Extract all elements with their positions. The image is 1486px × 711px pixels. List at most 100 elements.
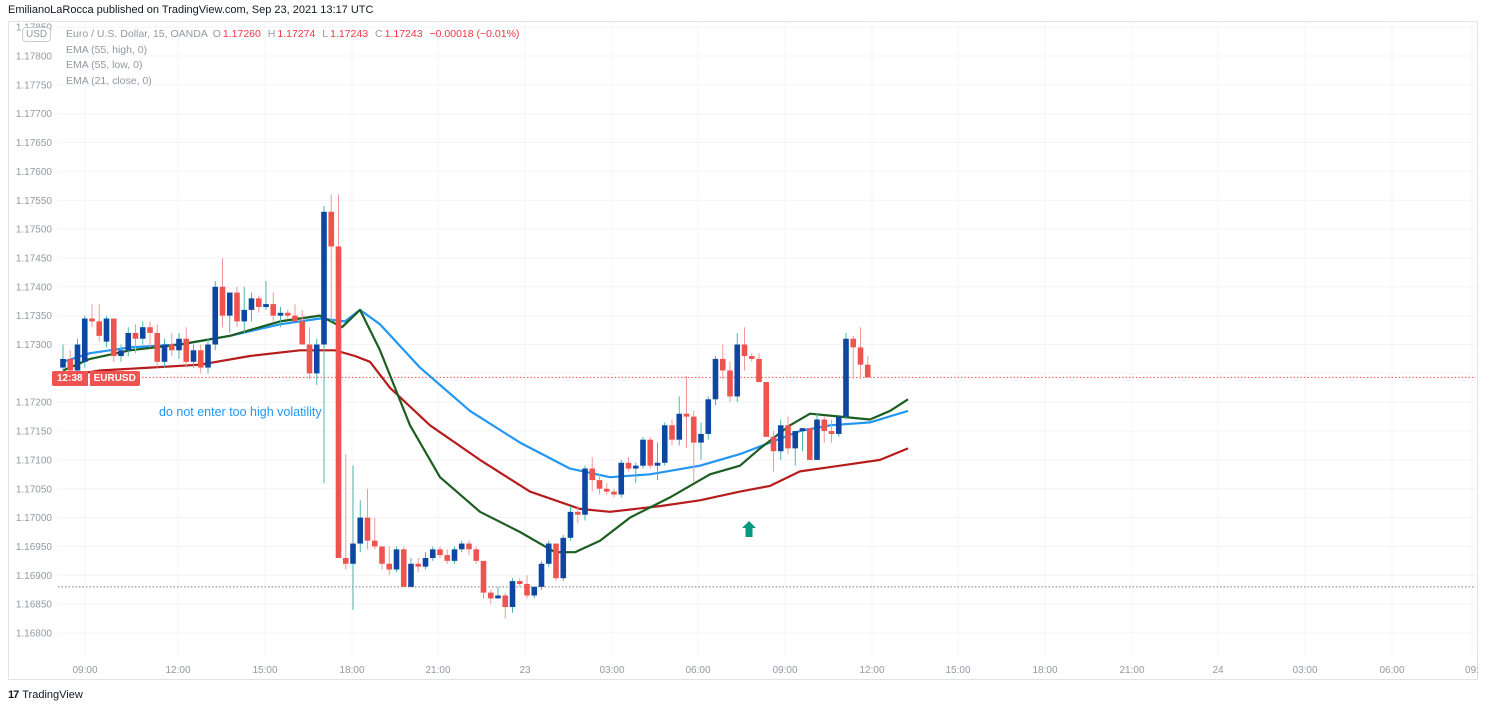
candle (125, 332, 132, 351)
candle (509, 581, 516, 608)
candle (147, 327, 153, 333)
candle (422, 557, 429, 567)
symbol-tag: EURUSD (89, 371, 140, 386)
candle (799, 428, 806, 432)
time-tick: 06:00 (1379, 665, 1404, 676)
time-tick: 21:00 (425, 665, 450, 676)
candle (582, 468, 588, 515)
candle (248, 298, 255, 310)
candle (618, 462, 625, 495)
time-tick: 21:00 (1119, 665, 1144, 676)
tradingview-logo-icon: 17 (8, 689, 19, 701)
candle (60, 358, 66, 368)
candle (299, 321, 306, 345)
time-tick: 03:00 (1292, 665, 1317, 676)
chart-annotation[interactable]: do not enter too high volatility (159, 405, 322, 419)
candle (226, 292, 233, 316)
indicator-ema-21-close[interactable]: EMA (21, close, 0) (66, 74, 152, 87)
candle (415, 563, 422, 567)
candle (96, 321, 103, 336)
candle (118, 350, 124, 357)
candle (400, 549, 407, 587)
candle (306, 344, 313, 374)
candle (683, 413, 690, 417)
candle (335, 246, 342, 558)
price-tick: 1.17300 (16, 340, 53, 351)
candle (429, 549, 436, 558)
candle (219, 286, 226, 316)
candle (850, 338, 857, 348)
candle (364, 517, 371, 541)
candle (734, 344, 741, 397)
time-axis: 09:00 12:00 15:00 18:00 21:00 23 03:00 06:00 09:… (72, 665, 1478, 676)
brand-name: TradingView (22, 689, 83, 701)
candle (777, 425, 784, 452)
candle (516, 581, 523, 584)
candle (661, 425, 668, 463)
time-tick: 23 (519, 665, 531, 676)
time-tick: 09:00 (772, 665, 797, 676)
price-tick: 1.17200 (16, 398, 53, 409)
candle (67, 358, 74, 371)
candle (277, 312, 284, 316)
candle (763, 382, 770, 437)
candle (74, 344, 81, 371)
low-value: L 1.17243 (322, 28, 369, 40)
candle (669, 425, 675, 440)
price-tick: 1.17500 (16, 225, 53, 236)
candle (89, 318, 95, 322)
ema-line (62, 308, 909, 554)
publish-info: EmilianoLaRocca published on TradingView… (8, 4, 374, 16)
time-tick: 18:00 (339, 665, 364, 676)
candle (357, 517, 364, 544)
candle (632, 465, 639, 469)
candle (161, 344, 168, 362)
price-tick: 1.16850 (16, 600, 53, 611)
currency-badge[interactable]: USD (22, 27, 52, 42)
candle (234, 292, 240, 322)
time-tick: 09:00 (72, 665, 97, 676)
indicator-ema-55-low[interactable]: EMA (55, low, 0) (66, 59, 143, 71)
price-tick: 1.17100 (16, 455, 53, 466)
candle (379, 546, 385, 564)
ema-line (62, 349, 909, 513)
candle (835, 416, 842, 434)
candle (371, 540, 378, 547)
last-price-tag: 12:38 EURUSD (52, 371, 140, 386)
symbol-label[interactable]: Euro / U.S. Dollar, 15, OANDA (66, 28, 208, 40)
candle (821, 419, 828, 432)
candle (502, 595, 509, 608)
candle (342, 557, 349, 564)
time-tick: 15:00 (252, 665, 277, 676)
candles (60, 194, 871, 619)
price-tick: 1.17150 (16, 427, 53, 438)
time-tick: 12:00 (859, 665, 884, 676)
change-value: −0.00018 (−0.01%) (429, 28, 520, 40)
candle (814, 419, 820, 460)
high-value: H 1.17274 (267, 28, 316, 40)
candle (611, 491, 617, 495)
price-tick: 1.17400 (16, 282, 53, 293)
candle (524, 583, 530, 596)
candle (197, 350, 204, 368)
candle (350, 543, 356, 564)
time-tick: 12:00 (165, 665, 190, 676)
indicator-ema-55-high[interactable]: EMA (55, high, 0) (66, 43, 148, 56)
price-tick: 1.17700 (16, 109, 53, 120)
countdown-label: 12:38 (52, 371, 88, 386)
price-tick: 1.16800 (16, 629, 53, 640)
candle (487, 592, 494, 599)
candle (589, 468, 596, 481)
candle (154, 332, 161, 362)
candle (545, 543, 552, 564)
price-tick: 1.17050 (16, 484, 53, 495)
candle (625, 462, 632, 469)
candle (313, 344, 320, 374)
price-axis: 1.178501.178001.177501.177001.176501.176… (16, 23, 53, 640)
candle (190, 350, 197, 362)
tradingview-logo[interactable]: 17 TradingView (8, 689, 83, 701)
candle (444, 555, 451, 561)
price-tick: 1.16900 (16, 571, 53, 582)
candle (437, 549, 443, 556)
